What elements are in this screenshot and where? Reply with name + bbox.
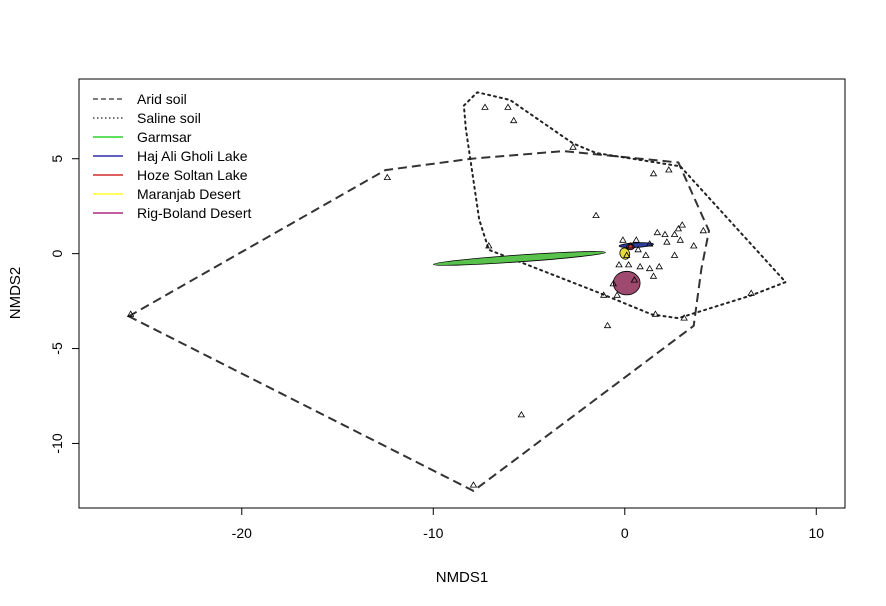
- data-point-6: [510, 116, 518, 124]
- data-point-38: [624, 261, 633, 268]
- axes: -20 -10 0 10 -10 -5 0 5: [49, 155, 824, 541]
- data-point-22: [678, 221, 687, 228]
- y-tick-label: 5: [49, 155, 65, 163]
- data-point-29: [645, 264, 654, 272]
- y-axis-label: NMDS2: [7, 267, 24, 320]
- data-point-39: [609, 280, 617, 287]
- data-point-7: [569, 143, 577, 150]
- data-point-2: [469, 481, 478, 488]
- data-point-28: [655, 262, 664, 270]
- data-point-11: [603, 321, 612, 329]
- ellipse-rig-boland-desert: [612, 270, 641, 296]
- data-point-30: [649, 272, 658, 279]
- data-point-42: [630, 276, 639, 283]
- legend: Arid soil Saline soil Garmsar Haj Ali Gholi…: [93, 91, 251, 221]
- data-point-0: [127, 310, 135, 317]
- data-point-1: [383, 173, 392, 181]
- data-point-9: [592, 211, 600, 219]
- data-point-21: [670, 230, 679, 238]
- data-point-18: [690, 242, 698, 249]
- data-point-17: [747, 289, 755, 296]
- data-point-16: [680, 314, 688, 321]
- x-tick-label: -20: [232, 525, 252, 541]
- data-point-23: [676, 236, 684, 243]
- data-point-33: [634, 245, 642, 253]
- ellipse-garmsar: [433, 251, 606, 266]
- legend-label: Rig-Boland Desert: [137, 205, 251, 221]
- x-axis-label: NMDS1: [436, 569, 489, 586]
- data-point-8: [485, 241, 493, 249]
- data-point-5: [504, 103, 512, 110]
- x-tick-label: 0: [621, 525, 629, 541]
- data-point-3: [517, 411, 526, 418]
- legend-label: Saline soil: [137, 110, 201, 126]
- legend-label: Arid soil: [137, 91, 187, 107]
- data-point-15: [665, 166, 673, 173]
- legend-label: Hoze Soltan Lake: [137, 167, 248, 183]
- x-tick-label: -10: [423, 525, 443, 541]
- data-point-20: [674, 225, 683, 232]
- data-point-24: [661, 230, 669, 238]
- data-point-40: [642, 251, 650, 258]
- data-point-41: [670, 251, 679, 258]
- hull-arid-soil: [126, 150, 711, 493]
- data-point-14: [649, 169, 658, 177]
- x-tick-label: 10: [808, 525, 824, 541]
- data-point-37: [636, 262, 644, 270]
- y-tick-label: 0: [49, 249, 65, 257]
- ellipse-maranjab-desert: [619, 247, 631, 260]
- data-point-27: [645, 240, 654, 247]
- data-point-19: [699, 226, 707, 234]
- legend-label: Garmsar: [137, 129, 192, 145]
- plot-frame: [78, 78, 846, 509]
- data-point-12: [613, 291, 621, 298]
- y-tick-label: -5: [49, 342, 65, 355]
- legend-label: Haj Ali Gholi Lake: [137, 148, 248, 164]
- data-point-34: [623, 251, 631, 258]
- data-point-31: [632, 236, 640, 243]
- data-point-36: [615, 261, 623, 268]
- plot-marks: [126, 91, 788, 493]
- legend-label: Maranjab Desert: [137, 186, 241, 202]
- data-point-26: [663, 238, 671, 245]
- data-point-32: [626, 242, 635, 249]
- data-point-4: [481, 103, 489, 110]
- data-point-35: [619, 236, 627, 243]
- data-point-13: [651, 310, 660, 317]
- data-point-10: [600, 291, 608, 298]
- y-tick-label: -10: [49, 433, 65, 453]
- data-point-25: [653, 228, 662, 236]
